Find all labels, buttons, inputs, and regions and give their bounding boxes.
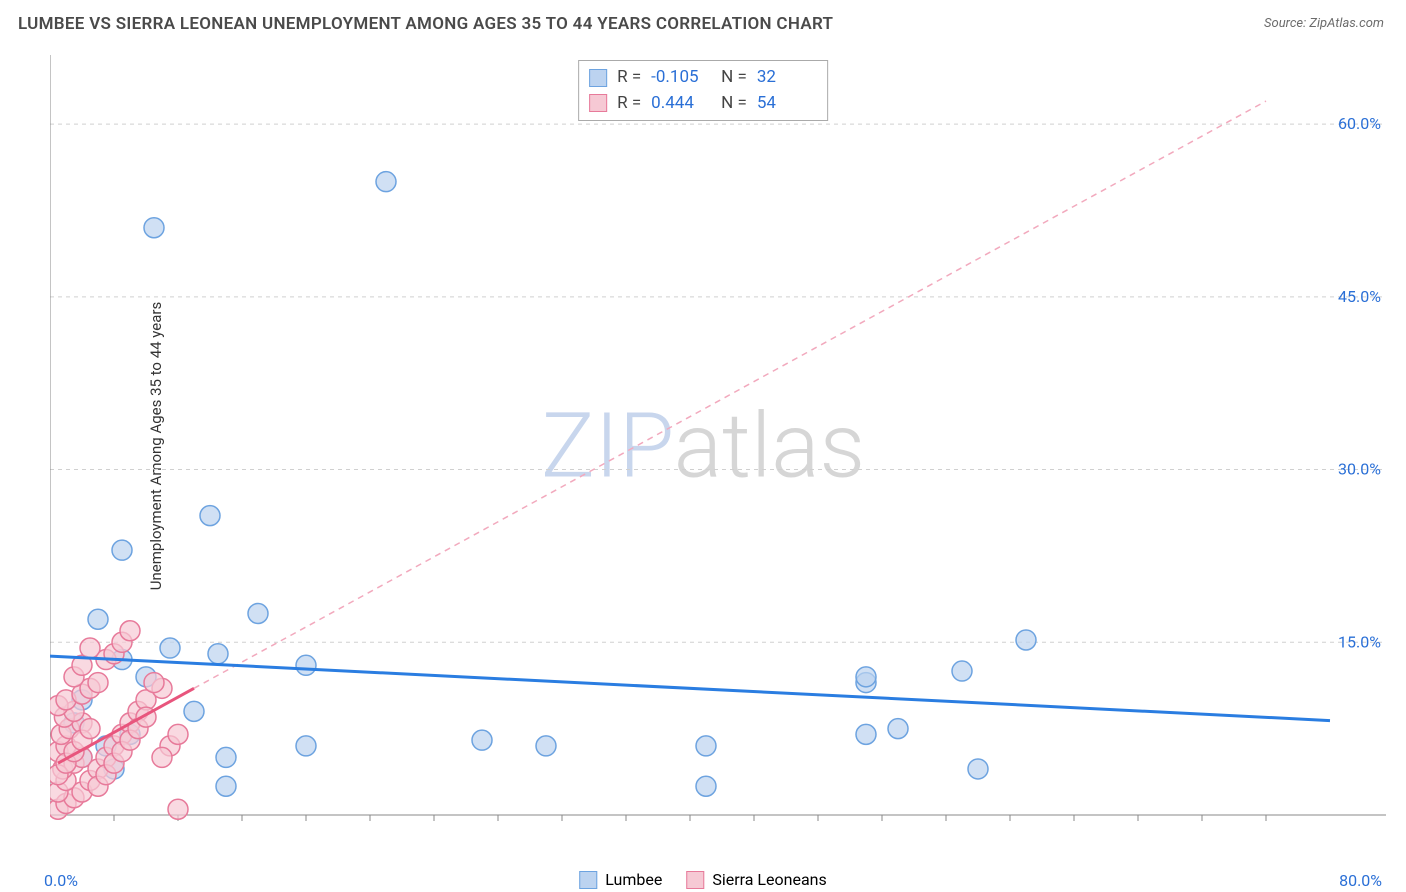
scatter-point bbox=[696, 736, 716, 756]
scatter-point bbox=[88, 673, 108, 693]
legend-row: R = -0.105 N = 32 bbox=[589, 65, 817, 91]
legend-swatch bbox=[589, 69, 607, 87]
chart-title: LUMBEE VS SIERRA LEONEAN UNEMPLOYMENT AM… bbox=[18, 14, 833, 34]
scatter-point bbox=[536, 736, 556, 756]
scatter-point bbox=[160, 638, 180, 658]
scatter-point bbox=[80, 638, 100, 658]
x-axis-origin-label: 0.0% bbox=[44, 871, 78, 890]
scatter-point bbox=[856, 667, 876, 687]
scatter-point bbox=[968, 759, 988, 779]
svg-text:60.0%: 60.0% bbox=[1338, 114, 1381, 133]
trend-line bbox=[50, 656, 1330, 720]
legend-label: Sierra Leoneans bbox=[712, 870, 826, 889]
scatter-point bbox=[200, 506, 220, 526]
legend-r-value: 0.444 bbox=[651, 91, 711, 117]
scatter-point bbox=[856, 724, 876, 744]
legend-label: Lumbee bbox=[605, 870, 662, 889]
legend-r-label: R = bbox=[617, 65, 641, 91]
svg-text:45.0%: 45.0% bbox=[1338, 287, 1381, 306]
scatter-point bbox=[144, 218, 164, 238]
scatter-point bbox=[80, 719, 100, 739]
legend-swatch bbox=[589, 94, 607, 112]
scatter-point bbox=[120, 621, 140, 641]
scatter-point bbox=[216, 776, 236, 796]
scatter-point bbox=[208, 644, 228, 664]
legend-n-value: 32 bbox=[757, 65, 817, 91]
source-attribution: Source: ZipAtlas.com bbox=[1264, 16, 1384, 31]
legend-n-value: 54 bbox=[757, 91, 817, 117]
legend-n-label: N = bbox=[721, 65, 747, 91]
scatter-point bbox=[1016, 630, 1036, 650]
legend-swatch bbox=[579, 871, 597, 889]
scatter-point bbox=[696, 776, 716, 796]
legend-item: Sierra Leoneans bbox=[686, 870, 826, 889]
scatter-point bbox=[248, 603, 268, 623]
scatter-point bbox=[184, 701, 204, 721]
scatter-point bbox=[216, 747, 236, 767]
legend-r-value: -0.105 bbox=[651, 65, 711, 91]
correlation-legend: R = -0.105 N = 32 R = 0.444 N = 54 bbox=[578, 60, 828, 121]
scatter-point bbox=[376, 172, 396, 192]
scatter-point bbox=[112, 540, 132, 560]
legend-row: R = 0.444 N = 54 bbox=[589, 91, 817, 117]
svg-text:30.0%: 30.0% bbox=[1338, 460, 1381, 479]
series-legend: Lumbee Sierra Leoneans bbox=[579, 870, 827, 889]
scatter-point bbox=[296, 655, 316, 675]
legend-n-label: N = bbox=[721, 91, 747, 117]
chart-area: 15.0% 30.0% 45.0% 60.0% bbox=[50, 55, 1386, 843]
scatter-point bbox=[152, 747, 172, 767]
x-axis-max-label: 80.0% bbox=[1339, 871, 1382, 890]
scatter-point bbox=[296, 736, 316, 756]
scatter-point bbox=[952, 661, 972, 681]
legend-swatch bbox=[686, 871, 704, 889]
scatter-point bbox=[144, 673, 164, 693]
svg-text:15.0%: 15.0% bbox=[1338, 632, 1381, 651]
legend-item: Lumbee bbox=[579, 870, 662, 889]
scatter-point bbox=[168, 724, 188, 744]
scatter-point bbox=[88, 609, 108, 629]
scatter-chart-svg: 15.0% 30.0% 45.0% 60.0% bbox=[50, 55, 1386, 843]
scatter-point bbox=[472, 730, 492, 750]
scatter-point bbox=[168, 799, 188, 819]
legend-r-label: R = bbox=[617, 91, 641, 117]
scatter-point bbox=[888, 719, 908, 739]
